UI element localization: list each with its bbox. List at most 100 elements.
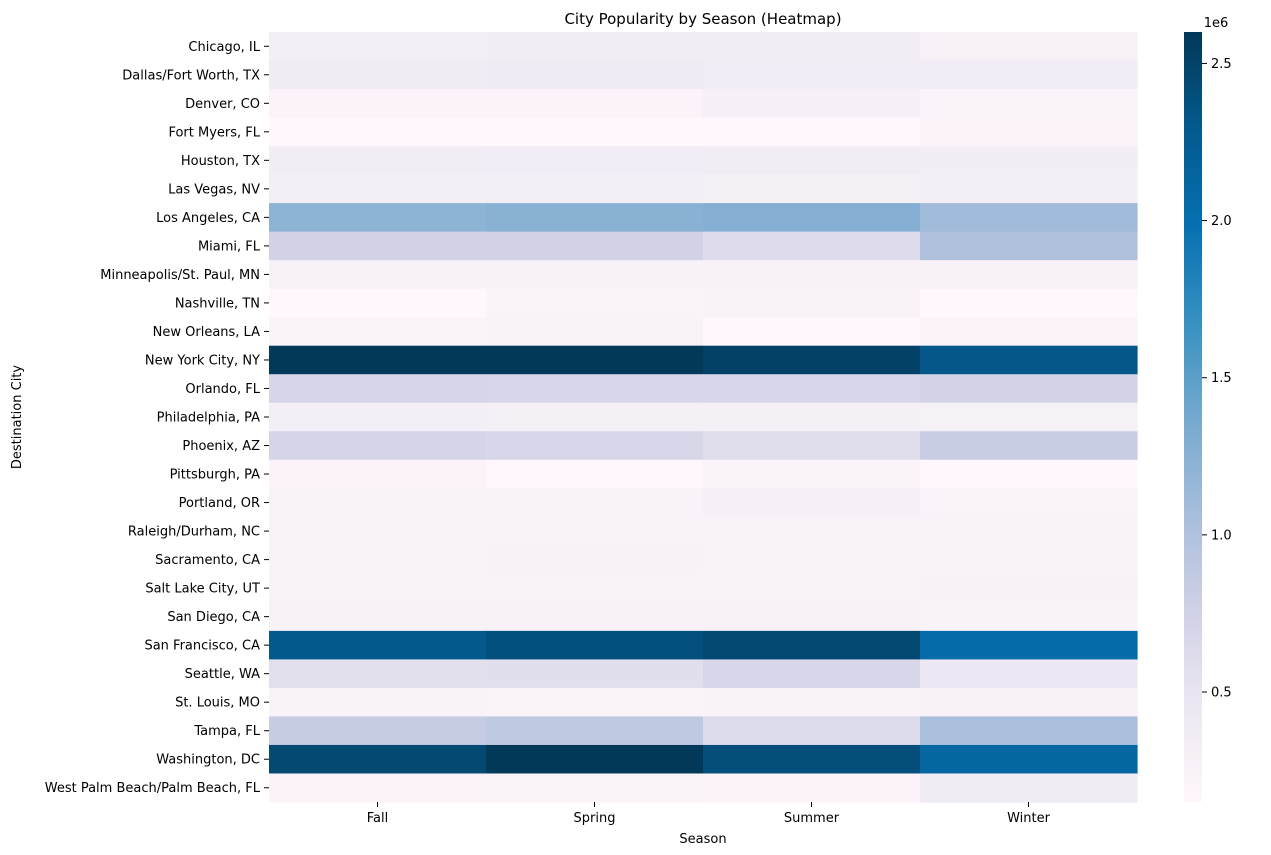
heatmap-cell [486, 573, 704, 603]
y-tick-label: Orlando, FL [185, 382, 260, 397]
heatmap-cell [703, 459, 921, 489]
y-tick-label: Chicago, IL [188, 40, 260, 55]
heatmap-cell [920, 744, 1138, 775]
heatmap-cell [703, 687, 921, 718]
heatmap-cell [920, 659, 1138, 689]
heatmap-cell [703, 146, 921, 176]
heatmap-cell [920, 431, 1138, 461]
y-tick-label: Nashville, TN [175, 296, 260, 311]
y-tick-label: West Palm Beach/Palm Beach, FL [45, 781, 261, 796]
heatmap-cell [269, 288, 487, 318]
heatmap-cell [920, 89, 1138, 119]
colorbar-tick-label: 2.0 [1211, 214, 1232, 229]
y-tick-label: Philadelphia, PA [157, 411, 260, 426]
y-tick-label: St. Louis, MO [175, 696, 260, 711]
heatmap-cell [269, 716, 487, 746]
y-tick-label: Houston, TX [181, 154, 260, 169]
heatmap-cell [269, 402, 487, 432]
heatmap-cell [703, 744, 921, 775]
heatmap-cell [703, 773, 921, 803]
heatmap-cell [269, 203, 487, 233]
heatmap-cell [486, 374, 704, 404]
heatmap-cell [703, 573, 921, 603]
y-tick-label: Seattle, WA [185, 667, 260, 682]
heatmap-cell [703, 516, 921, 546]
heatmap-cell [269, 32, 487, 62]
heatmap-cell [486, 117, 704, 147]
chart-title: City Popularity by Season (Heatmap) [564, 10, 841, 28]
y-tick-label: Las Vegas, NV [168, 182, 260, 197]
y-axis-label: Destination City [10, 365, 25, 470]
heatmap-cell [486, 716, 704, 746]
x-axis-label: Season [679, 832, 726, 847]
heatmap-cell [920, 516, 1138, 546]
heatmap-cell [703, 60, 921, 90]
heatmap-cell [486, 402, 704, 432]
heatmap-cell [269, 374, 487, 404]
heatmap-cell [486, 488, 704, 518]
colorbar: 0.5 1.0 1.5 2.0 2.5 1e6 [1184, 16, 1232, 802]
heatmap-cell [920, 488, 1138, 518]
heatmap-cell [486, 146, 704, 176]
heatmap-cell [920, 317, 1138, 347]
heatmap-cell [486, 203, 704, 233]
heatmap-cell [920, 459, 1138, 489]
heatmap-cell [703, 203, 921, 233]
y-tick-label: Dallas/Fort Worth, TX [122, 68, 260, 83]
y-tick-label: Denver, CO [185, 97, 260, 112]
heatmap-cell [703, 32, 921, 62]
y-tick-label: New Orleans, LA [153, 325, 260, 340]
heatmap-cell [269, 488, 487, 518]
heatmap-cell [269, 431, 487, 461]
heatmap-cell [486, 773, 704, 803]
heatmap-cell [486, 687, 704, 718]
y-tick-label: Los Angeles, CA [156, 211, 260, 226]
heatmap-cell [269, 146, 487, 176]
heatmap-cell [486, 288, 704, 318]
x-tick-label: Summer [784, 811, 840, 826]
y-tick-label: Pittsburgh, PA [170, 468, 261, 483]
y-tick-label: Portland, OR [179, 496, 260, 511]
heatmap-cell [269, 345, 487, 375]
heatmap-cell [269, 117, 487, 147]
heatmap-cell [703, 374, 921, 404]
heatmap-cell [703, 260, 921, 290]
heatmap-cell [920, 630, 1138, 661]
heatmap-cell [269, 231, 487, 261]
heatmap-cell [486, 345, 704, 375]
y-tick-label: Phoenix, AZ [182, 439, 260, 454]
heatmap-cell [269, 573, 487, 603]
heatmap-cell [486, 431, 704, 461]
heatmap-cell [486, 32, 704, 62]
heatmap-cell [703, 317, 921, 347]
y-tick-label: Salt Lake City, UT [145, 582, 260, 597]
heatmap-cell [703, 174, 921, 204]
heatmap-cell [920, 260, 1138, 290]
y-tick-label: New York City, NY [145, 353, 260, 368]
heatmap-cell [703, 602, 921, 632]
heatmap-cell [486, 602, 704, 632]
heatmap-cell [269, 744, 487, 775]
x-axis: Fall Spring Summer Winter [367, 802, 1051, 826]
heatmap-cell [703, 402, 921, 432]
heatmap-cell [920, 60, 1138, 90]
heatmap-cell [486, 545, 704, 575]
heatmap-cell [269, 659, 487, 689]
colorbar-tick-label: 2.5 [1211, 57, 1232, 72]
colorbar-tick-label: 0.5 [1211, 686, 1232, 701]
y-tick-label: Sacramento, CA [155, 553, 260, 568]
y-tick-label: Fort Myers, FL [168, 125, 260, 140]
heatmap-cells [269, 32, 1138, 803]
heatmap-cell [703, 231, 921, 261]
x-tick-label: Spring [574, 811, 616, 826]
x-tick-label: Winter [1007, 811, 1051, 826]
heatmap-cell [703, 545, 921, 575]
colorbar-tick-label: 1.5 [1211, 371, 1232, 386]
heatmap-cell [269, 773, 487, 803]
y-tick-label: Miami, FL [198, 239, 261, 254]
heatmap-cell [703, 716, 921, 746]
y-tick-label: San Francisco, CA [144, 639, 260, 654]
heatmap-cell [486, 231, 704, 261]
heatmap-cell [703, 630, 921, 661]
